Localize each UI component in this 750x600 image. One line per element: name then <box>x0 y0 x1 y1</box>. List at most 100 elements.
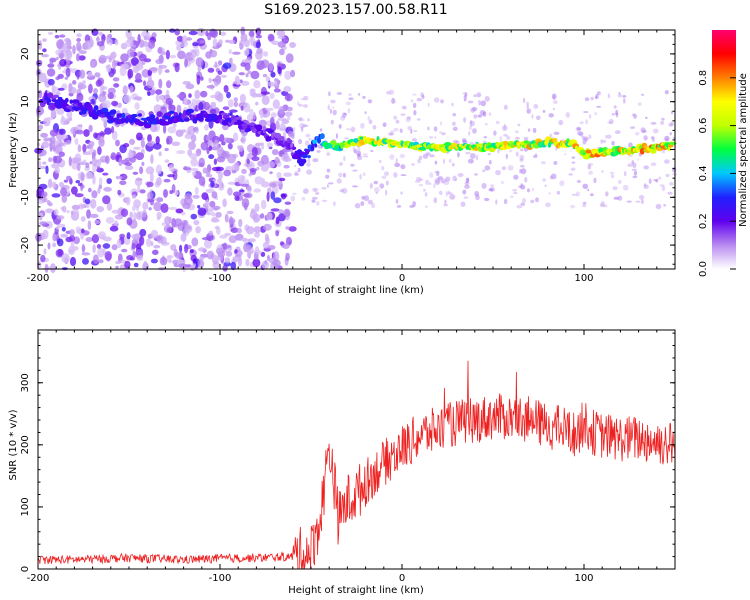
spectral-cell <box>88 83 93 94</box>
spectral-cell <box>131 57 139 66</box>
spectral-cell <box>61 42 71 53</box>
spectral-cell <box>89 213 99 219</box>
spectral-cell <box>47 178 53 189</box>
spectral-cell <box>338 124 342 129</box>
spectral-cell <box>520 202 526 206</box>
spectral-cell <box>631 113 636 117</box>
spectral-cell <box>240 183 250 187</box>
spectral-cell <box>470 120 473 124</box>
spectral-cell <box>478 99 482 106</box>
spectral-cell <box>669 182 674 186</box>
spectral-cell <box>329 108 332 114</box>
spectral-cell <box>360 122 365 129</box>
spectral-cell <box>444 199 447 204</box>
spectral-cell <box>92 244 96 254</box>
spectral-cell <box>261 91 270 95</box>
spectral-cell <box>607 95 611 99</box>
spectral-cell <box>200 76 204 81</box>
spectral-cell <box>124 39 134 48</box>
spectral-cell <box>395 158 398 164</box>
spectral-cell <box>306 169 312 175</box>
spectral-cell <box>610 174 615 178</box>
colorbar-tick-label: 0.2 <box>698 213 709 229</box>
x-tick-label: 100 <box>574 573 593 584</box>
spectral-cell <box>253 188 261 193</box>
spectral-cell <box>503 198 508 205</box>
spectral-cell <box>303 124 309 128</box>
spectral-cell <box>95 79 103 87</box>
spectral-cell <box>237 256 243 267</box>
spectral-cell <box>428 182 432 186</box>
spectral-cell <box>107 92 114 100</box>
spectral-cell <box>71 186 78 195</box>
spectral-cell <box>659 184 665 187</box>
spectral-cell <box>438 190 443 196</box>
spectral-cell <box>412 93 417 96</box>
spectral-cell <box>72 80 77 85</box>
spectral-cell <box>262 241 270 249</box>
spectral-cell <box>246 226 255 235</box>
spectral-cell <box>549 175 554 180</box>
spectral-cell <box>77 82 84 90</box>
spectral-cell <box>463 99 467 102</box>
spectral-cell <box>273 88 281 93</box>
spectral-cell <box>61 115 65 122</box>
spectral-cell <box>102 100 111 109</box>
spectral-cell <box>367 116 371 121</box>
spectral-cell <box>315 192 320 195</box>
spectral-cell <box>91 234 100 244</box>
spectral-cell <box>615 112 619 118</box>
spectral-ridge-cell <box>307 155 311 159</box>
spectral-cell <box>383 171 390 176</box>
spectral-cell <box>147 191 154 200</box>
spectral-cell <box>82 159 87 163</box>
spectral-ridge-cell <box>301 158 307 164</box>
spectral-cell <box>238 189 245 193</box>
spectral-cell <box>219 31 227 36</box>
spectral-cell <box>136 255 144 261</box>
spectral-cell <box>160 203 169 214</box>
spectral-cell <box>83 129 90 137</box>
spectral-cell <box>603 204 608 208</box>
spectral-cell <box>290 195 296 202</box>
spectral-cell <box>261 142 265 150</box>
spectral-cell <box>372 124 377 130</box>
spectral-cell <box>342 172 346 178</box>
spectral-cell <box>57 73 64 79</box>
spectral-cell <box>588 134 592 140</box>
spectral-cell <box>227 137 232 143</box>
spectral-cell <box>213 77 220 87</box>
spectral-cell <box>618 91 621 95</box>
spectral-ridge-cell <box>255 124 263 131</box>
colorbar-tick-label: 0.4 <box>698 165 709 181</box>
spectral-cell <box>208 230 214 236</box>
spectral-cell <box>63 138 67 143</box>
spectral-cell <box>439 131 442 134</box>
spectral-cell <box>243 49 250 57</box>
spectral-cell <box>622 184 629 191</box>
spectral-ridge-cell <box>77 102 83 106</box>
spectral-cell <box>111 244 118 251</box>
spectral-cell <box>96 244 102 249</box>
spectral-cell <box>373 180 378 185</box>
spectral-cell <box>495 120 500 125</box>
spectral-cell <box>190 213 198 220</box>
spectral-cell <box>129 211 133 220</box>
spectral-cell <box>68 86 77 94</box>
spectral-cell <box>469 125 472 131</box>
spectral-cell <box>352 185 358 188</box>
spectral-cell <box>92 175 96 185</box>
x-tick-label: 0 <box>399 573 405 584</box>
spectral-cell <box>522 97 526 104</box>
spectral-cell <box>457 173 464 177</box>
spectral-cell <box>653 128 659 134</box>
spectrogram-ylabel: Frequency (Hz) <box>8 112 19 188</box>
spectral-cell <box>519 158 524 163</box>
spectral-cell <box>552 95 556 101</box>
spectral-cell <box>425 205 428 208</box>
spectral-cell <box>633 170 638 176</box>
spectral-cell <box>270 71 276 78</box>
spectral-cell <box>248 173 252 177</box>
spectral-cell <box>250 208 256 214</box>
spectral-cell <box>298 103 303 107</box>
